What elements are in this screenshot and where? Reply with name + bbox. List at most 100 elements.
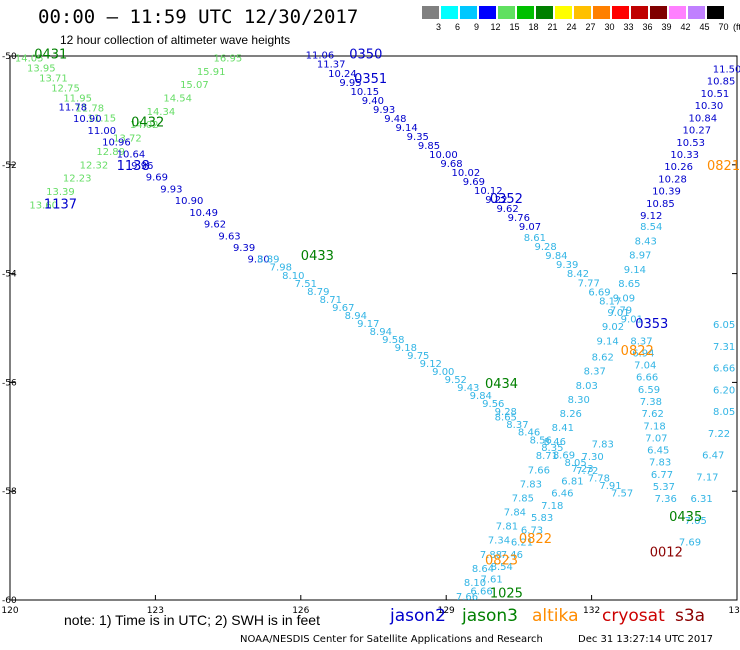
wave-height-value: 11.37 [317, 60, 346, 71]
wave-height-value: 8.62 [592, 353, 614, 364]
wave-height-value: 11.00 [88, 126, 117, 137]
wave-height-value: 9.35 [407, 132, 429, 143]
scale-label: 39 [661, 22, 672, 32]
wave-height-value: 11.78 [75, 103, 104, 114]
wave-height-value: 7.88 [480, 550, 502, 561]
wave-height-value: 10.15 [351, 87, 380, 98]
wave-height-value: 9.17 [357, 319, 379, 330]
scale-label: 21 [547, 22, 558, 32]
scale-swatch [555, 6, 572, 19]
satellite-legend-jason2: jason2 [390, 606, 446, 626]
wave-height-value: 10.24 [328, 69, 357, 80]
lat-tick-label: -50 [2, 52, 17, 62]
wave-height-value: 9.43 [457, 383, 479, 394]
wave-height-value: 10.30 [695, 101, 724, 112]
lon-tick-label: 123 [147, 606, 164, 616]
pass-time-label: 0352 [490, 192, 523, 207]
wave-height-value: 9.14 [596, 336, 618, 347]
wave-height-value: 9.40 [362, 96, 384, 107]
wave-height-value: 7.34 [488, 536, 510, 547]
pass-time-label: 0434 [485, 377, 518, 392]
wave-height-value: 8.37 [584, 367, 606, 378]
wave-height-value: 11.06 [306, 51, 335, 62]
wave-height-value: 7.78 [588, 473, 610, 484]
wave-height-value: 8.46 [518, 428, 540, 439]
lon-tick-label: 120 [1, 606, 18, 616]
footer-note: note: 1) Time is in UTC; 2) SWH is in fe… [64, 612, 320, 628]
scale-label: 27 [585, 22, 596, 32]
wave-height-value: 9.18 [395, 343, 417, 354]
wave-height-value: 10.39 [652, 187, 681, 198]
lat-tick-label: -56 [2, 378, 17, 388]
wave-height-value: 6.66 [470, 587, 492, 598]
wave-height-value: 7.83 [649, 458, 671, 469]
pass-time-label: 0822 [519, 532, 552, 547]
scale-swatch [707, 6, 724, 19]
wave-height-value: 7.62 [642, 409, 664, 420]
scale-swatch [441, 6, 458, 19]
wave-height-value: 9.28 [535, 242, 557, 253]
map-frame [9, 55, 738, 601]
wave-height-value: 9.63 [218, 231, 240, 242]
wave-height-value: 12.89 [96, 147, 125, 158]
wave-height-value: 5.37 [653, 482, 675, 493]
pass-time-label: 0353 [635, 317, 668, 332]
scale-label: 6 [454, 22, 460, 32]
wave-height-value: 8.89 [257, 255, 279, 266]
wave-height-value: 13.60 [29, 200, 58, 211]
wave-height-value: 9.14 [624, 265, 646, 276]
wave-height-value: 8.56 [530, 435, 552, 446]
wave-height-value: 9.52 [445, 375, 467, 386]
wave-height-value: 7.81 [496, 522, 518, 533]
pass-time-label: 0433 [301, 249, 334, 264]
wave-height-value: 9.14 [395, 123, 417, 134]
satellite-legend-jason3: jason3 [462, 606, 518, 626]
wave-height-value: 9.84 [545, 251, 567, 262]
wave-height-value: 10.51 [701, 89, 730, 100]
pass-time-label: 0432 [131, 116, 164, 131]
wave-height-value: 10.49 [189, 208, 218, 219]
wave-height-value: 15.91 [197, 67, 226, 78]
wave-height-value: 10.02 [452, 168, 481, 179]
wave-height-value: 9.56 [482, 399, 504, 410]
wave-height-value: 6.77 [651, 470, 673, 481]
wave-height-value: 15.07 [180, 80, 209, 91]
pass-time-label: 1138 [117, 159, 150, 174]
lon-tick-label: 129 [438, 606, 455, 616]
wave-height-value: 6.05 [713, 320, 735, 331]
wave-height-value: 7.77 [578, 278, 600, 289]
generated-timestamp: Dec 31 13:27:14 UTC 2017 [578, 634, 713, 645]
wave-height-value: 9.76 [508, 213, 530, 224]
pass-time-label: 0821 [707, 159, 740, 174]
wave-height-value: 8.54 [491, 562, 513, 573]
wave-height-value: 10.28 [658, 174, 687, 185]
wave-height-value: 11.95 [63, 93, 92, 104]
wave-height-value: 8.37 [506, 420, 528, 431]
pass-time-label: 0822 [621, 344, 654, 359]
wave-height-value: 12.32 [80, 160, 109, 171]
wave-height-value: 9.48 [384, 114, 406, 125]
wave-height-value: 11.50 [713, 64, 740, 75]
wave-height-value: 8.65 [495, 412, 517, 423]
wave-height-value: 6.20 [713, 385, 735, 396]
wave-height-value: 10.90 [73, 114, 102, 125]
pass-time-label: 0350 [349, 48, 382, 63]
scale-swatch [688, 6, 705, 19]
wave-height-value: 9.84 [470, 391, 492, 402]
wave-height-value: 9.01 [621, 315, 643, 326]
wave-height-value: 9.30 [247, 255, 269, 266]
wave-height-value: 9.39 [233, 243, 255, 254]
wave-height-value: 6.94 [632, 348, 654, 359]
wave-height-value: 8.03 [576, 381, 598, 392]
scale-swatch [593, 6, 610, 19]
lon-tick-label: 132 [583, 606, 600, 616]
scale-swatch [612, 6, 629, 19]
wave-height-value: 13.71 [39, 73, 68, 84]
wave-height-value: 16.95 [214, 53, 243, 64]
scale-label: 18 [528, 22, 539, 32]
wave-height-value: 11.78 [58, 102, 87, 113]
wave-height-value: 9.39 [556, 260, 578, 271]
wave-height-value: 13.39 [46, 187, 75, 198]
wave-height-value: 7.69 [679, 538, 701, 549]
